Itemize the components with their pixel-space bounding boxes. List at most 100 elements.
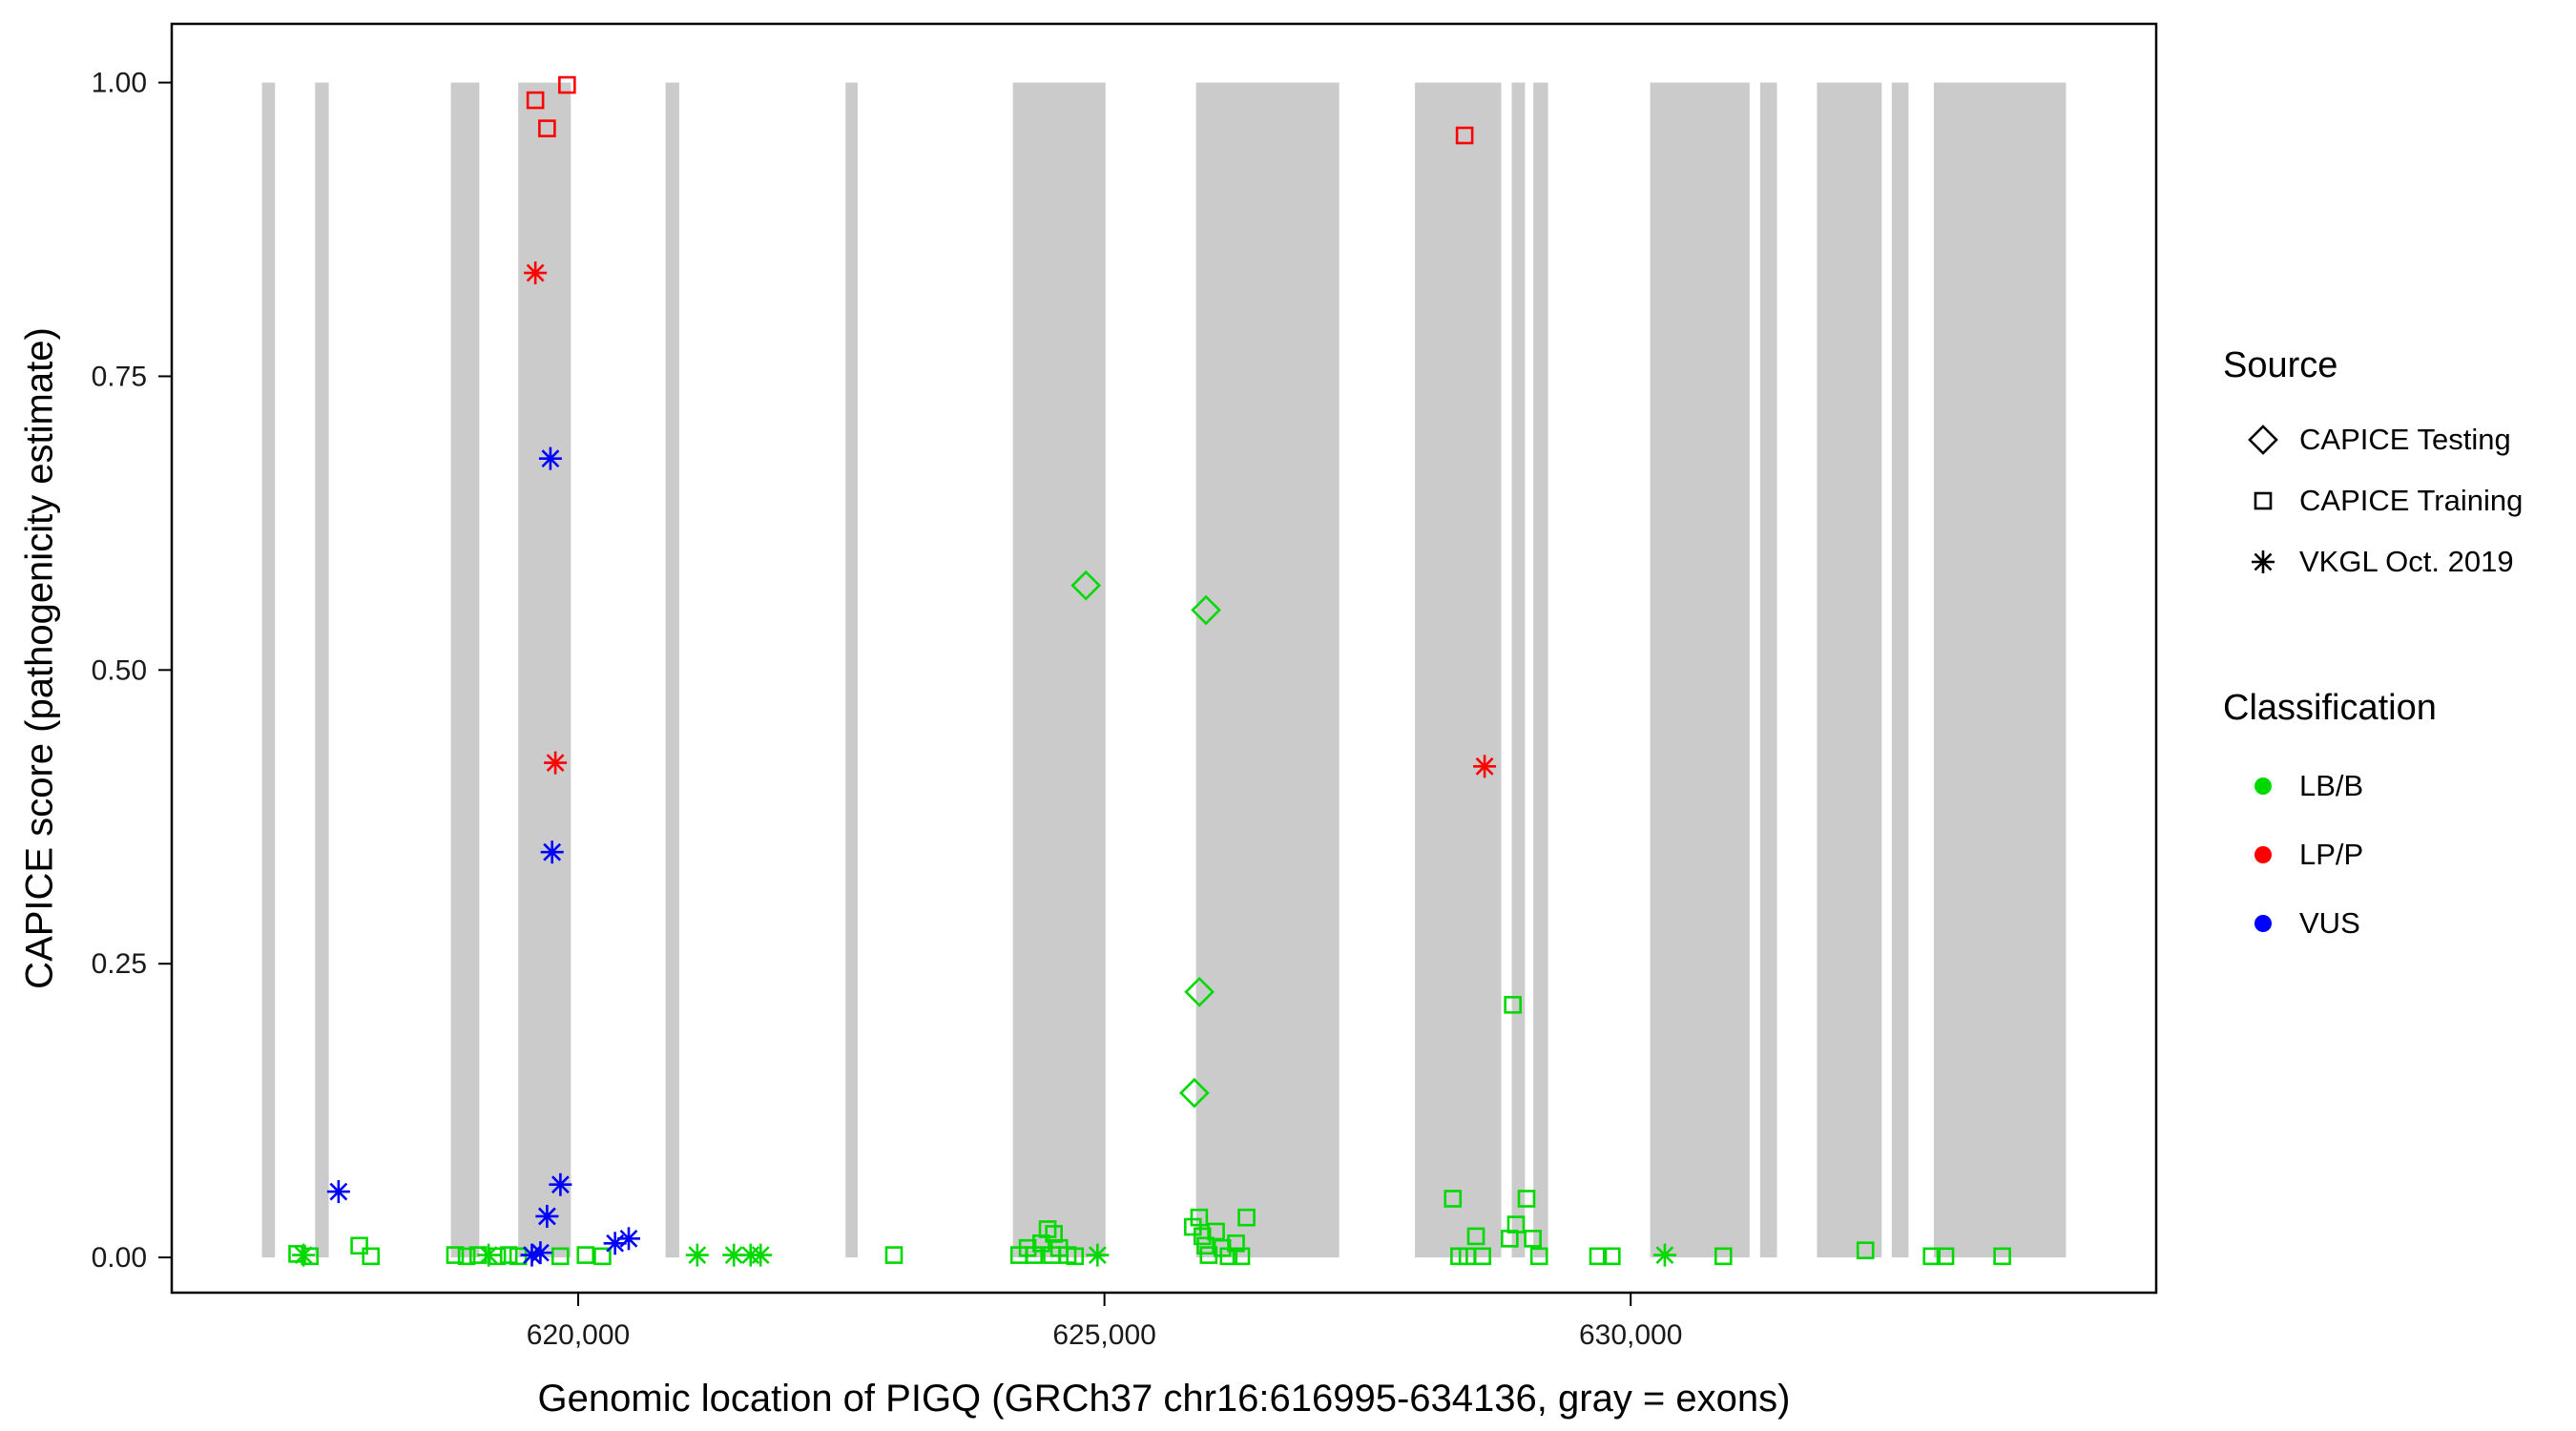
data-point [1589,1247,1608,1266]
exon-band [1933,82,2067,1258]
data-point [446,1246,465,1264]
legend: Source CAPICE Testing CAPICE Training VK… [2223,345,2523,958]
data-point [1196,1236,1215,1255]
legend-classification-title: Classification [2223,688,2437,728]
data-point [1066,1247,1085,1266]
data-point [1190,1208,1209,1227]
data-point [1993,1247,2011,1266]
data-point [292,1243,316,1267]
data-point [1444,1190,1463,1208]
exon-band [261,82,276,1258]
data-point [520,1243,544,1267]
y-tick-label: 0.25 [92,948,147,980]
data-point [535,1204,559,1228]
exon-band [1817,82,1882,1258]
data-point [1184,976,1215,1007]
asterisk-glyph [2252,550,2275,573]
data-point [1473,1247,1491,1266]
legend-item-label: CAPICE Training [2299,484,2524,517]
legend-item-label: VKGL Oct. 2019 [2299,545,2514,578]
x-tick-label: 630,000 [1579,1319,1682,1351]
circle-glyph [2254,778,2272,795]
data-point [326,1180,350,1204]
panel-border [170,22,2158,1295]
data-point [538,446,562,470]
data-point [593,1247,612,1266]
exon-band [1650,82,1750,1258]
data-point [499,1246,518,1264]
data-point [616,1227,640,1251]
data-point [1517,1190,1536,1208]
circle-glyph [2254,846,2272,863]
data-point [1232,1247,1251,1266]
y-tick-label: 0.50 [92,654,147,686]
data-point [1922,1247,1941,1266]
data-point [1466,1227,1485,1246]
lbb-dot-icon [2254,778,2272,795]
data-point [540,840,564,864]
data-point [1237,1208,1256,1227]
legend-item-capice-training: CAPICE Training [2223,470,2523,531]
asterisk-icon [2252,550,2275,573]
data-point [1652,1243,1676,1267]
legend-item-vus: VUS [2223,889,2523,958]
square-icon [2254,491,2273,510]
data-point [1455,126,1474,145]
legend-item-label: CAPICE Testing [2299,423,2511,456]
data-point [544,751,568,775]
data-point [1936,1247,1955,1266]
exon-band [1759,82,1777,1258]
data-point [1856,1241,1875,1259]
exon-band [450,82,480,1258]
data-point [1473,755,1497,778]
exon-band [518,82,571,1258]
exon-band [1511,82,1526,1258]
data-point [549,1172,572,1196]
data-point [362,1247,381,1266]
data-point [749,1243,773,1267]
y-tick-label: 1.00 [92,68,147,99]
data-point [538,119,556,137]
data-point [1506,1215,1526,1234]
data-point [1714,1247,1733,1266]
x-tick-label: 625,000 [1052,1319,1155,1351]
square-glyph [2254,491,2273,510]
legend-item-capice-testing: CAPICE Testing [2223,409,2523,470]
exon-band [315,82,329,1258]
exon-band [1533,82,1548,1258]
exon-band [1891,82,1909,1258]
data-point [685,1243,709,1267]
legend-classification-group: Classification LB/B LP/P VUS [2223,688,2523,958]
data-point [1524,1230,1542,1248]
x-tick-label: 620,000 [527,1319,630,1351]
legend-item-lpp: LP/P [2223,820,2523,889]
data-point [1504,995,1522,1014]
data-point [1227,1234,1245,1253]
legend-item-label: LP/P [2299,838,2364,871]
vus-dot-icon [2254,915,2272,932]
data-point [1191,594,1221,626]
diamond-icon [2248,425,2278,455]
exon-band [1012,82,1106,1258]
exon-band [665,82,679,1258]
data-point [1193,1227,1212,1246]
y-tick-label: 0.00 [92,1242,147,1274]
data-point [1178,1077,1210,1109]
legend-source-title: Source [2223,345,2338,385]
data-point [526,91,545,110]
legend-item-label: VUS [2299,906,2360,940]
data-point [1086,1243,1110,1267]
diamond-glyph [2248,425,2278,455]
legend-item-vkgl: VKGL Oct. 2019 [2223,531,2523,592]
circle-glyph [2254,915,2272,932]
exon-band [845,82,858,1258]
lpp-dot-icon [2254,846,2272,863]
y-axis-title: CAPICE score (pathogenicity estimate) [18,327,61,989]
data-point [884,1246,904,1264]
exon-band [1195,82,1340,1258]
data-point [457,1247,476,1266]
data-point [1603,1247,1621,1266]
data-point [576,1246,595,1264]
data-point [350,1236,368,1255]
